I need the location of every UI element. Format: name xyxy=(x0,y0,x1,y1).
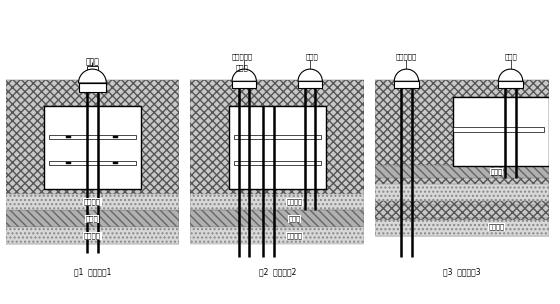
Text: 降水井: 降水井 xyxy=(504,54,517,60)
Bar xyxy=(375,184,549,201)
Bar xyxy=(234,135,320,139)
Bar xyxy=(190,80,364,236)
Bar xyxy=(375,220,549,236)
Wedge shape xyxy=(78,69,106,83)
Text: 降水井: 降水井 xyxy=(306,54,318,60)
Wedge shape xyxy=(298,69,323,81)
Text: 降水井: 降水井 xyxy=(236,64,249,71)
Wedge shape xyxy=(232,69,256,81)
Bar xyxy=(6,194,179,210)
Bar xyxy=(454,97,549,104)
Wedge shape xyxy=(498,69,523,81)
Bar xyxy=(6,194,179,210)
Text: 隔水层: 隔水层 xyxy=(288,216,301,222)
Text: 隔水层: 隔水层 xyxy=(491,168,503,175)
Text: 承压水层: 承压水层 xyxy=(287,199,302,205)
Bar xyxy=(113,136,118,138)
Bar xyxy=(6,80,179,236)
Bar xyxy=(44,105,141,189)
Text: 隔水层: 隔水层 xyxy=(86,216,99,222)
Bar xyxy=(67,162,71,164)
Bar xyxy=(6,227,179,244)
Bar xyxy=(375,164,549,178)
Text: 降水减压井: 降水减压井 xyxy=(396,54,417,60)
Text: 图3  降水方案3: 图3 降水方案3 xyxy=(443,267,481,276)
Wedge shape xyxy=(394,69,419,81)
Bar xyxy=(234,161,320,165)
Bar xyxy=(113,162,118,164)
Bar xyxy=(228,105,326,112)
Text: 承压水层: 承压水层 xyxy=(84,199,101,205)
Bar xyxy=(454,127,544,132)
Bar xyxy=(6,227,179,244)
Text: 承压水层: 承压水层 xyxy=(287,233,302,240)
Bar xyxy=(375,80,549,236)
Text: 图1  降水方案1: 图1 降水方案1 xyxy=(74,267,111,276)
Bar xyxy=(394,81,419,88)
Text: 降水减压井: 降水减压井 xyxy=(232,54,253,60)
Bar xyxy=(49,135,136,139)
Bar xyxy=(190,194,364,210)
Bar xyxy=(78,83,106,92)
Bar xyxy=(375,205,549,218)
Text: 图2  降水方案2: 图2 降水方案2 xyxy=(259,267,296,276)
Bar xyxy=(6,210,179,227)
Text: 承压水层: 承压水层 xyxy=(489,224,505,230)
Bar xyxy=(228,105,326,189)
Bar xyxy=(498,81,523,88)
Bar xyxy=(190,210,364,227)
Bar xyxy=(454,97,549,166)
Text: 承压水层: 承压水层 xyxy=(84,233,101,240)
Bar xyxy=(49,161,136,165)
Bar xyxy=(190,227,364,244)
Bar xyxy=(44,105,141,112)
Bar xyxy=(67,136,71,138)
Text: 降水井: 降水井 xyxy=(86,58,99,67)
Bar xyxy=(232,81,256,88)
Bar xyxy=(298,81,323,88)
